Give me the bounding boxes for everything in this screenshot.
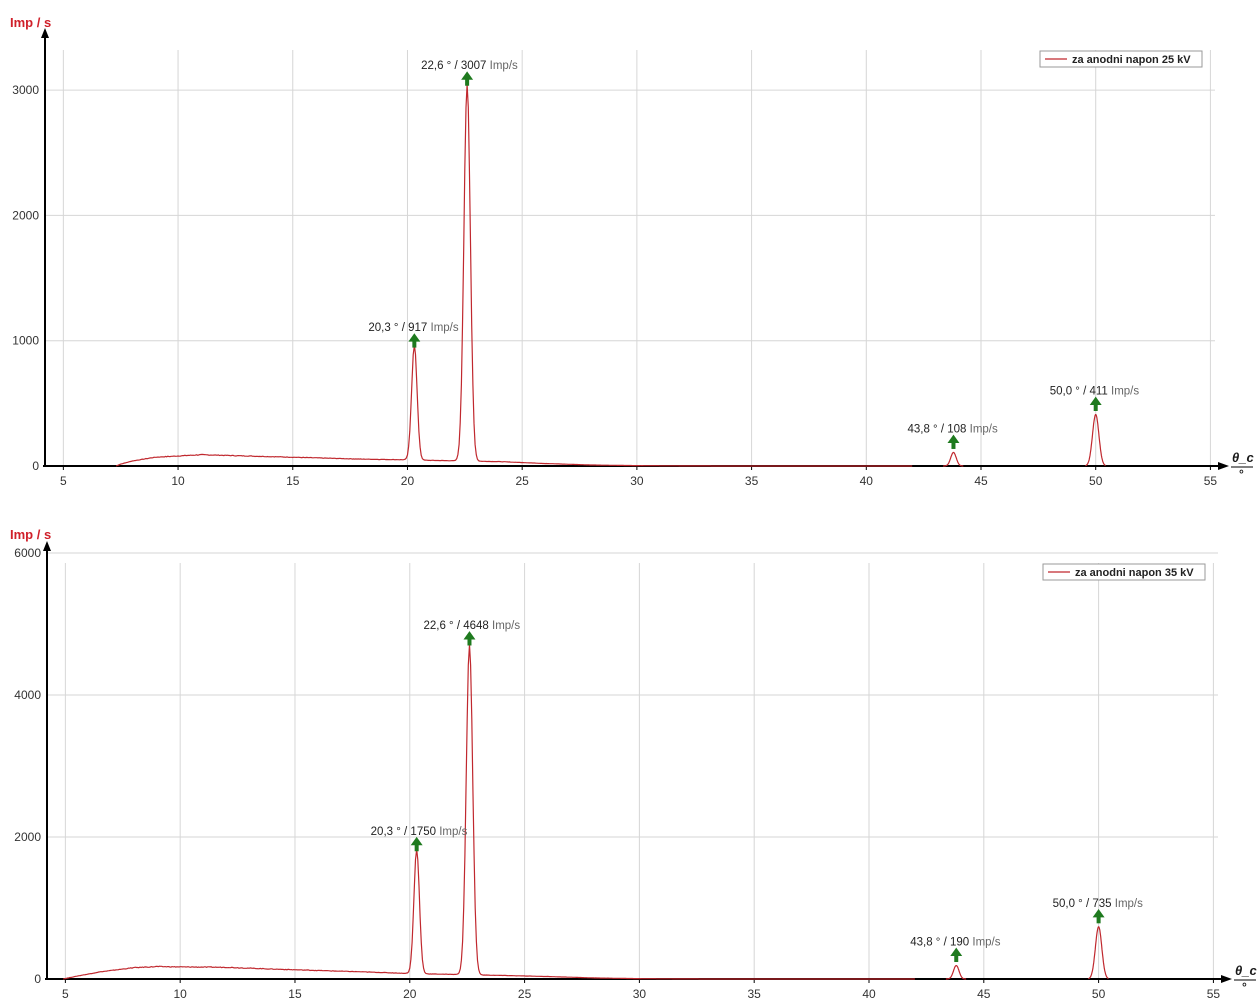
x-tick-label: 35 xyxy=(745,474,759,488)
y-tick-label: 6000 xyxy=(14,546,41,560)
peak-marker-arrow-icon xyxy=(410,836,423,846)
y-axis-label: Imp / s xyxy=(10,15,51,30)
chart-25kv: 5 10 15 20 25 30 35 40 45 50 55 0 1000 2000 3000 Imp / … xyxy=(10,15,1254,488)
peak-annotation-unit: Imp/s xyxy=(1115,898,1143,910)
peak-annotation-unit: Imp/s xyxy=(431,322,459,334)
legend-box xyxy=(1042,563,1206,581)
y-axis-arrow-icon xyxy=(43,541,51,551)
x-tick-label: 15 xyxy=(286,474,300,488)
x-axis-arrow-icon xyxy=(1221,975,1232,983)
x-tick-label: 55 xyxy=(1207,987,1221,1000)
x-tick-label: 55 xyxy=(1204,474,1218,488)
peak-annotation-value: 43,8 ° / 190 xyxy=(910,937,972,949)
peak-annotation-unit: Imp/s xyxy=(490,60,518,72)
x-tick-label: 10 xyxy=(173,987,187,1000)
x-tick-label: 45 xyxy=(974,474,988,488)
peak-marker-arrow-icon xyxy=(1092,908,1105,918)
x-tick-label: 25 xyxy=(515,474,529,488)
x-axis-arrow-icon xyxy=(1218,462,1229,470)
peak-annotation-unit: Imp/s xyxy=(1111,386,1139,398)
peak-marker-arrow-icon xyxy=(461,71,474,80)
peak-annotation: 22,6 ° / 4648 Imp/s xyxy=(423,620,520,632)
series-line xyxy=(945,965,967,980)
x-tick-label: 45 xyxy=(977,987,991,1000)
y-tick-label: 4000 xyxy=(14,688,41,702)
legend-entry: za anodni napon 35 kV xyxy=(1075,567,1194,579)
peak-annotation: 43,8 ° / 108 Imp/s xyxy=(907,423,998,435)
x-tick-label: 35 xyxy=(748,987,762,1000)
series-line xyxy=(1085,414,1106,467)
x-tick-label: 50 xyxy=(1089,474,1103,488)
peak-annotation-value: 20,3 ° / 917 xyxy=(368,322,430,334)
peak-marker-arrow-icon xyxy=(463,631,476,640)
y-tick-label: 3000 xyxy=(12,83,39,97)
peak-marker-stem xyxy=(412,340,417,348)
y-tick-label: 2000 xyxy=(14,830,41,844)
legend-box xyxy=(1039,50,1203,68)
peak-annotation-value: 43,8 ° / 108 xyxy=(907,423,969,435)
x-tick-label: 40 xyxy=(862,987,876,1000)
peak-marker-stem xyxy=(1093,404,1098,412)
peak-annotation-value: 22,6 ° / 3007 xyxy=(421,60,490,72)
peak-marker-stem xyxy=(465,78,470,86)
y-tick-label: 0 xyxy=(32,459,39,473)
peak-annotation: 22,6 ° / 3007 Imp/s xyxy=(421,60,518,72)
peak-annotation-value: 22,6 ° / 4648 xyxy=(423,620,492,632)
y-tick-label: 2000 xyxy=(12,208,39,222)
x-tick-label: 25 xyxy=(518,987,532,1000)
y-axis-label: Imp / s xyxy=(10,527,51,542)
x-tick-label: 10 xyxy=(171,474,185,488)
y-tick-label: 1000 xyxy=(12,334,39,348)
peak-annotation-value: 50,0 ° / 735 xyxy=(1053,898,1115,910)
peak-annotation-unit: Imp/s xyxy=(439,826,467,838)
peak-marker-stem xyxy=(954,955,959,963)
legend-entry: za anodni napon 25 kV xyxy=(1072,54,1191,66)
chart-35kv: 5 10 15 20 25 30 35 40 45 50 55 0 2000 4000 6000 Imp / … xyxy=(10,527,1257,1000)
x-tick-label: 40 xyxy=(860,474,874,488)
peak-marker-arrow-icon xyxy=(408,333,421,342)
y-axis-arrow-icon xyxy=(41,28,49,38)
series-line xyxy=(943,451,964,467)
peak-marker-stem xyxy=(951,441,956,449)
x-tick-label: 15 xyxy=(288,987,302,1000)
peak-marker-arrow-icon xyxy=(947,434,960,443)
series-line xyxy=(62,644,915,980)
peak-annotation-unit: Imp/s xyxy=(972,937,1000,949)
peak-annotation: 50,0 ° / 411 Imp/s xyxy=(1050,386,1140,398)
peak-annotation-value: 20,3 ° / 1750 xyxy=(371,826,440,838)
peak-annotation: 20,3 ° / 1750 Imp/s xyxy=(371,826,468,838)
peak-annotation: 43,8 ° / 190 Imp/s xyxy=(910,937,1001,949)
x-axis-unit: ° xyxy=(1242,980,1247,994)
peak-annotation: 20,3 ° / 917 Imp/s xyxy=(368,322,459,334)
peak-annotation-value: 50,0 ° / 411 xyxy=(1050,386,1111,398)
peak-annotation-unit: Imp/s xyxy=(970,423,998,435)
x-axis-label: θ_c xyxy=(1235,963,1257,978)
x-tick-label: 5 xyxy=(60,474,67,488)
peak-marker-arrow-icon xyxy=(1089,396,1102,406)
x-axis-unit: ° xyxy=(1239,467,1244,481)
y-tick-label: 0 xyxy=(34,972,41,986)
x-tick-label: 5 xyxy=(62,987,69,1000)
peak-marker-arrow-icon xyxy=(950,947,963,957)
series-line xyxy=(115,84,913,467)
x-tick-label: 30 xyxy=(633,987,647,1000)
peak-annotation: 50,0 ° / 735 Imp/s xyxy=(1053,898,1144,910)
peak-marker-stem xyxy=(1096,916,1101,924)
x-axis-label: θ_c xyxy=(1232,450,1254,465)
x-tick-label: 30 xyxy=(630,474,644,488)
x-tick-label: 50 xyxy=(1092,987,1106,1000)
x-tick-label: 20 xyxy=(403,987,417,1000)
peak-marker-stem xyxy=(414,844,419,852)
series-line xyxy=(1088,926,1109,980)
peak-annotation-unit: Imp/s xyxy=(492,620,520,632)
peak-marker-stem xyxy=(467,638,472,646)
x-tick-label: 20 xyxy=(401,474,415,488)
